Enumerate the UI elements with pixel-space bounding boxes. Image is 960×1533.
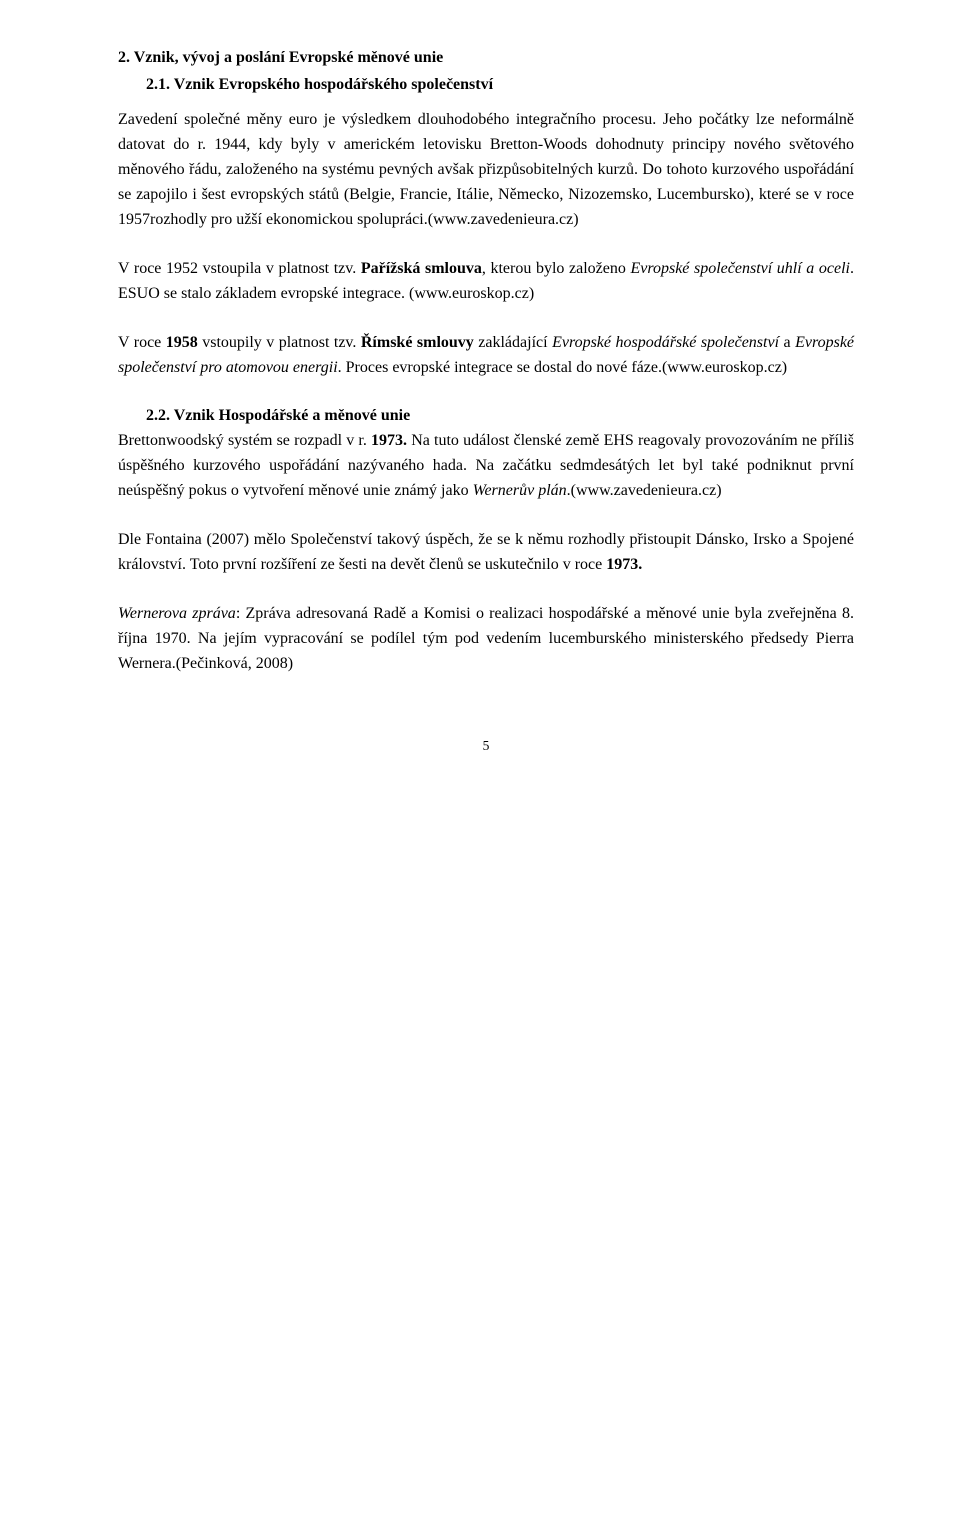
paragraph-1958: V roce 1958 vstoupily v platnost tzv. Ří… <box>118 331 854 381</box>
text-span: zakládající <box>474 334 552 351</box>
text-span: V roce <box>118 334 166 351</box>
paragraph-1952: V roce 1952 vstoupila v platnost tzv. Pa… <box>118 257 854 307</box>
section-2-2-wrapper: 2.2. Vznik Hospodářské a měnové unie Bre… <box>118 404 854 677</box>
paragraph-fontain: Dle Fontaina (2007) mělo Společenství ta… <box>118 528 854 578</box>
paragraph-intro: Zavedení společné měny euro je výsledkem… <box>118 108 854 233</box>
heading-section-2-1: 2.1. Vznik Evropského hospodářského spol… <box>146 73 854 98</box>
page-number: 5 <box>118 735 854 756</box>
text-span: Zavedení společné měny euro je výsledkem… <box>118 111 854 228</box>
text-span: . Proces evropské integrace se dostal do… <box>338 359 787 376</box>
text-span: Brettonwoodský systém se rozpadl v r. <box>118 432 371 449</box>
text-bold: 1973. <box>371 432 407 449</box>
paragraph-1973: Brettonwoodský systém se rozpadl v r. 19… <box>118 429 854 504</box>
text-bold: 1958 <box>166 334 198 351</box>
text-span: , kterou bylo založeno <box>482 260 631 277</box>
text-bold: 1973. <box>606 556 642 573</box>
text-italic: Wernerův plán <box>473 482 567 499</box>
text-italic: Evropské společenství uhlí a oceli <box>630 260 850 277</box>
text-italic: Evropské hospodářské společenství <box>552 334 779 351</box>
document-page: 2. Vznik, vývoj a poslání Evropské měnov… <box>0 0 960 796</box>
heading-section-2-2: 2.2. Vznik Hospodářské a měnové unie <box>146 404 854 429</box>
text-italic: Wernerova zpráva <box>118 605 236 622</box>
text-span: vstoupily v platnost tzv. <box>198 334 361 351</box>
paragraph-werner: Wernerova zpráva: Zpráva adresovaná Radě… <box>118 602 854 677</box>
text-span: V roce 1952 vstoupila v platnost tzv. <box>118 260 361 277</box>
text-bold: Pařížská smlouva <box>361 260 482 277</box>
text-span: .(www.zavedenieura.cz) <box>567 482 722 499</box>
heading-section-2: 2. Vznik, vývoj a poslání Evropské měnov… <box>118 46 854 71</box>
text-span: Dle Fontaina (2007) mělo Společenství ta… <box>118 531 854 573</box>
text-span: a <box>779 334 795 351</box>
text-bold: Římské smlouvy <box>361 334 474 351</box>
